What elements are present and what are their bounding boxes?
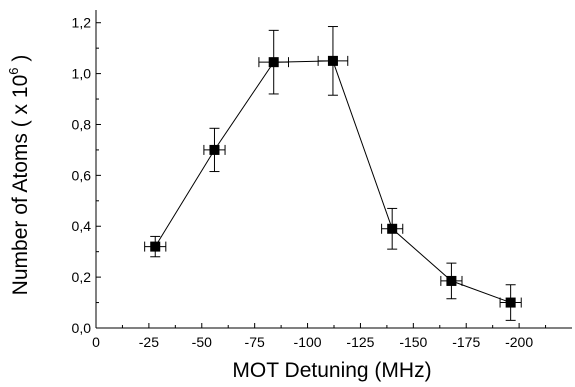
y-axis-label-main: Number of Atoms ( x 10: [9, 75, 32, 296]
y-tick-label: 0,6: [72, 167, 92, 183]
y-axis-label-close: ): [9, 55, 32, 68]
data-point: [387, 223, 398, 234]
data-point: [505, 297, 516, 308]
data-point: [268, 57, 279, 68]
data-point: [209, 144, 220, 155]
x-tick-label: -150: [399, 334, 427, 350]
y-tick-label: 0,0: [72, 320, 92, 336]
y-axis-label: Number of Atoms ( x 106 ): [6, 55, 32, 296]
x-tick-label: 0: [92, 334, 100, 350]
y-axis-ticks: 0,0 0,2 0,4 0,6 0,8 1,0 1,2: [72, 15, 101, 336]
y-tick-label: 0,8: [72, 116, 92, 132]
x-tick-label: -125: [346, 334, 374, 350]
x-axis-label: MOT Detuning (MHz): [232, 359, 431, 382]
y-tick-label: 0,2: [72, 269, 92, 285]
x-axis-ticks: 0 -25 -50 -75 -100 -125 -150 -175 -200: [92, 323, 547, 350]
series-line: [154, 60, 511, 304]
y-tick-label: 0,4: [72, 218, 92, 234]
x-tick-label: -75: [245, 334, 265, 350]
data-point: [327, 55, 338, 66]
data-series: [144, 26, 522, 321]
x-tick-label: -25: [139, 334, 159, 350]
data-point: [446, 275, 457, 286]
y-tick-label: 1,2: [72, 15, 92, 31]
y-axis-label-exponent: 6: [6, 68, 21, 75]
y-tick-label: 1,0: [72, 66, 92, 82]
x-tick-label: -50: [192, 334, 212, 350]
x-tick-label: -100: [294, 334, 322, 350]
x-tick-label: -200: [505, 334, 533, 350]
x-tick-label: -175: [452, 334, 480, 350]
data-point: [150, 241, 161, 252]
